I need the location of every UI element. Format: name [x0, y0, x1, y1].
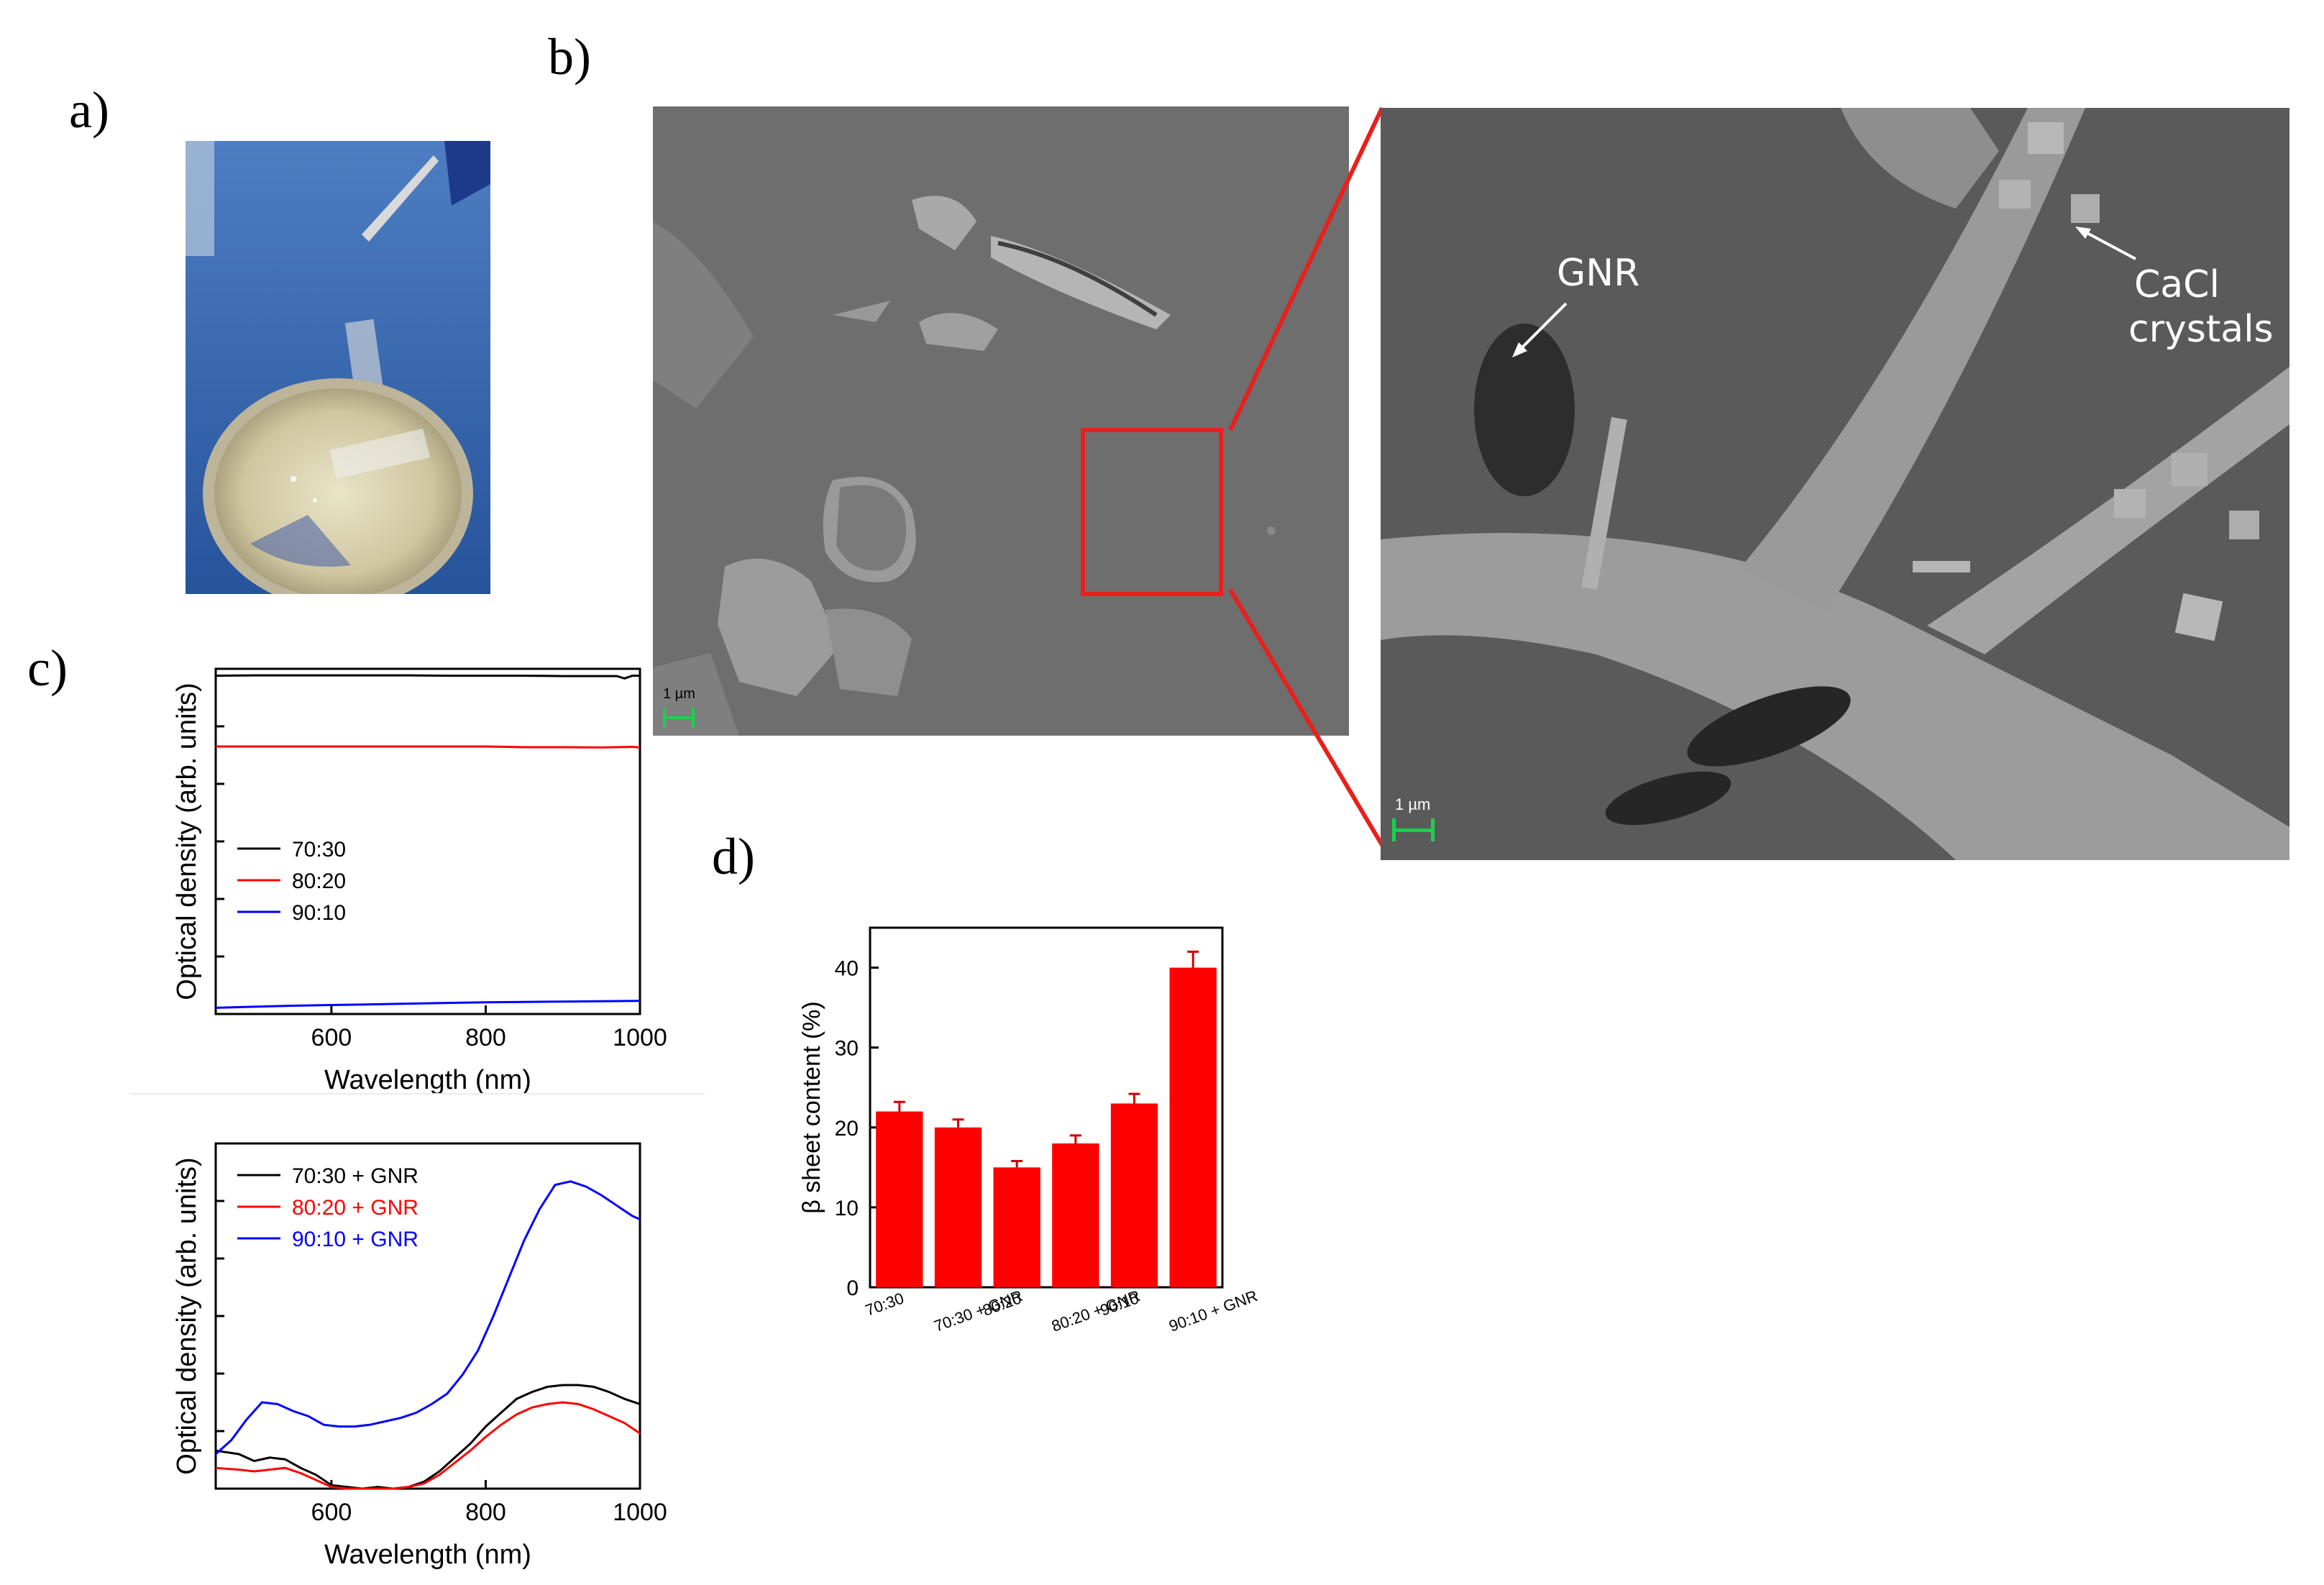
x-axis-label: Wavelength (nm) [324, 1540, 531, 1570]
scale-bar-overview-label: 1 µm [663, 686, 695, 702]
gnr-label: GNR [1557, 252, 1640, 295]
divider-line [129, 1093, 705, 1095]
y-axis-label: β sheet content (%) [798, 1001, 825, 1213]
panel-label-a: a) [69, 81, 109, 139]
legend-label-1: 80:20 [292, 869, 346, 893]
y-axis-label: Optical density (arb. units) [172, 682, 202, 1000]
cacl-arrow [2075, 227, 2136, 260]
series-line-0 [215, 1384, 641, 1490]
bar-4 [1110, 1103, 1158, 1287]
x-tick-label: 1000 [613, 1024, 667, 1051]
optical-density-chart-top: 600 800 1000 Wavelength (nm) Optical density… [172, 667, 667, 1095]
x-tick-label: 600 [311, 1499, 352, 1526]
legend-label-0: 70:30 + GNR [292, 1164, 418, 1188]
petri-dish-illustration [186, 141, 490, 594]
plot-frame [214, 667, 641, 1015]
panel-label-b: b) [548, 28, 591, 86]
scale-bar-zoom-tick-right [1431, 818, 1435, 841]
scale-bar-overview-tick-right [692, 708, 695, 728]
cacl-label-line2: crystals [2128, 308, 2274, 351]
scale-bar-overview-tick-left [663, 708, 666, 728]
legend-label-1: 80:20 + GNR [292, 1196, 418, 1220]
bar-1 [934, 1127, 982, 1287]
series-line-2 [215, 1180, 641, 1456]
sem-zoom-image: GNR CaCl crystals 1 µm [1381, 108, 2289, 860]
panel-label-c: c) [27, 639, 68, 697]
y-tick-label: 30 [835, 1037, 859, 1061]
scale-bar-zoom-label: 1 µm [1395, 795, 1431, 813]
series-line-0 [215, 674, 640, 680]
bar-0 [876, 1111, 923, 1287]
scale-bar-zoom-line [1394, 828, 1432, 832]
scale-bar-zoom: 1 µm [1381, 791, 1460, 856]
legend-label-2: 90:10 [292, 901, 346, 925]
legend-label-2: 90:10 + GNR [292, 1228, 418, 1251]
y-tick-label: 20 [835, 1117, 859, 1141]
series-line-1 [216, 745, 641, 749]
plot-frame [869, 926, 1224, 1289]
y-tick-label: 0 [846, 1276, 859, 1300]
x-tick-label: 800 [465, 1024, 506, 1051]
sem-overview-texture [653, 106, 1349, 736]
sem-zoom-texture [1381, 108, 2289, 860]
bar-2 [993, 1167, 1040, 1287]
cacl-label-line1: CaCl [2134, 263, 2220, 306]
category-label-0: 70:30 [863, 1289, 906, 1319]
sem-overview-image [653, 106, 1349, 736]
panel-label-d: d) [712, 828, 755, 885]
plot-frame [214, 1142, 641, 1490]
y-tick-label: 40 [835, 957, 859, 981]
legend-label-0: 70:30 [292, 838, 346, 862]
series-line-2 [215, 1000, 641, 1009]
gnr-arrow [1512, 302, 1568, 357]
petri-dish-photo [186, 141, 490, 594]
bar-5 [1169, 967, 1217, 1287]
bar-3 [1052, 1143, 1099, 1287]
scale-bar-zoom-tick-left [1392, 818, 1396, 841]
y-axis-label: Optical density (arb. units) [172, 1157, 202, 1474]
x-tick-label: 800 [465, 1499, 506, 1526]
x-tick-label: 600 [311, 1024, 352, 1051]
scale-bar-overview-line [664, 716, 693, 719]
y-tick-label: 10 [835, 1197, 859, 1220]
scale-bar-overview: 1 µm [656, 679, 716, 736]
sem-zoom-box [1081, 428, 1223, 596]
category-label-5: 90:10 + GNR [1166, 1287, 1260, 1335]
x-tick-label: 1000 [613, 1499, 667, 1526]
optical-density-chart-bottom: 600 800 1000 Wavelength (nm) Optical density… [172, 1142, 667, 1570]
series-line-1 [215, 1401, 641, 1490]
x-axis-label: Wavelength (nm) [324, 1065, 531, 1095]
